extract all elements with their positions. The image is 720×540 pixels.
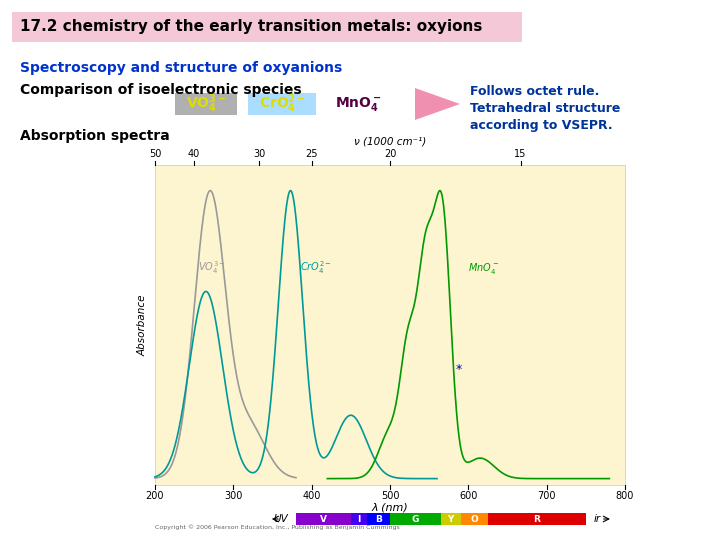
- Bar: [488, 513, 586, 525]
- Text: λ (nm): λ (nm): [372, 503, 408, 513]
- Bar: [248, 93, 316, 115]
- Text: Comparison of isoelectronic species: Comparison of isoelectronic species: [20, 83, 302, 97]
- Bar: [175, 93, 237, 115]
- Text: Absorption spectra: Absorption spectra: [20, 129, 170, 143]
- Text: $\mathbf{CrO_4^{2-}}$: $\mathbf{CrO_4^{2-}}$: [258, 93, 305, 116]
- Bar: [296, 513, 351, 525]
- Text: 300: 300: [224, 491, 243, 501]
- Bar: [441, 513, 461, 525]
- Text: 40: 40: [188, 149, 200, 159]
- Text: B: B: [375, 515, 382, 523]
- Text: O: O: [470, 515, 478, 523]
- Text: $CrO_4^{2-}$: $CrO_4^{2-}$: [300, 259, 332, 276]
- Text: V: V: [320, 515, 327, 523]
- Text: ir: ir: [594, 514, 601, 524]
- Text: G: G: [412, 515, 419, 523]
- Text: 200: 200: [145, 491, 164, 501]
- Text: $\mathbf{VO_4^{3-}}$: $\mathbf{VO_4^{3-}}$: [186, 93, 226, 116]
- Text: Y: Y: [448, 515, 454, 523]
- Text: *: *: [456, 363, 462, 376]
- Text: $VO_4^{3-}$: $VO_4^{3-}$: [198, 259, 226, 276]
- Text: 30: 30: [253, 149, 266, 159]
- Bar: [351, 513, 366, 525]
- Text: 15: 15: [514, 149, 527, 159]
- Text: 800: 800: [616, 491, 634, 501]
- Text: Follows octet rule.
Tetrahedral structure
according to VSEPR.: Follows octet rule. Tetrahedral structur…: [470, 85, 621, 132]
- Text: 600: 600: [459, 491, 477, 501]
- Bar: [155, 165, 625, 485]
- Text: $MnO_4^-$: $MnO_4^-$: [468, 261, 500, 276]
- Text: 400: 400: [302, 491, 321, 501]
- Text: 50: 50: [149, 149, 161, 159]
- Text: 25: 25: [305, 149, 318, 159]
- Text: 17.2 chemistry of the early transition metals: oxyions: 17.2 chemistry of the early transition m…: [20, 19, 482, 35]
- Bar: [461, 513, 488, 525]
- Text: 700: 700: [537, 491, 556, 501]
- Bar: [12, 12, 522, 42]
- Text: ν (1000 cm⁻¹): ν (1000 cm⁻¹): [354, 137, 426, 147]
- Polygon shape: [415, 88, 460, 120]
- Bar: [366, 513, 390, 525]
- Text: Spectroscopy and structure of oxyanions: Spectroscopy and structure of oxyanions: [20, 61, 342, 75]
- Text: 20: 20: [384, 149, 396, 159]
- Text: $\mathbf{MnO_4^-}$: $\mathbf{MnO_4^-}$: [335, 95, 382, 113]
- Text: UV: UV: [274, 514, 288, 524]
- Text: Absorbance: Absorbance: [138, 294, 148, 356]
- Bar: [390, 513, 441, 525]
- Text: Copyright © 2006 Pearson Education, Inc., Publishing as Benjamin Cummings: Copyright © 2006 Pearson Education, Inc.…: [155, 524, 400, 530]
- Text: R: R: [534, 515, 540, 523]
- Text: 500: 500: [381, 491, 400, 501]
- Text: I: I: [357, 515, 360, 523]
